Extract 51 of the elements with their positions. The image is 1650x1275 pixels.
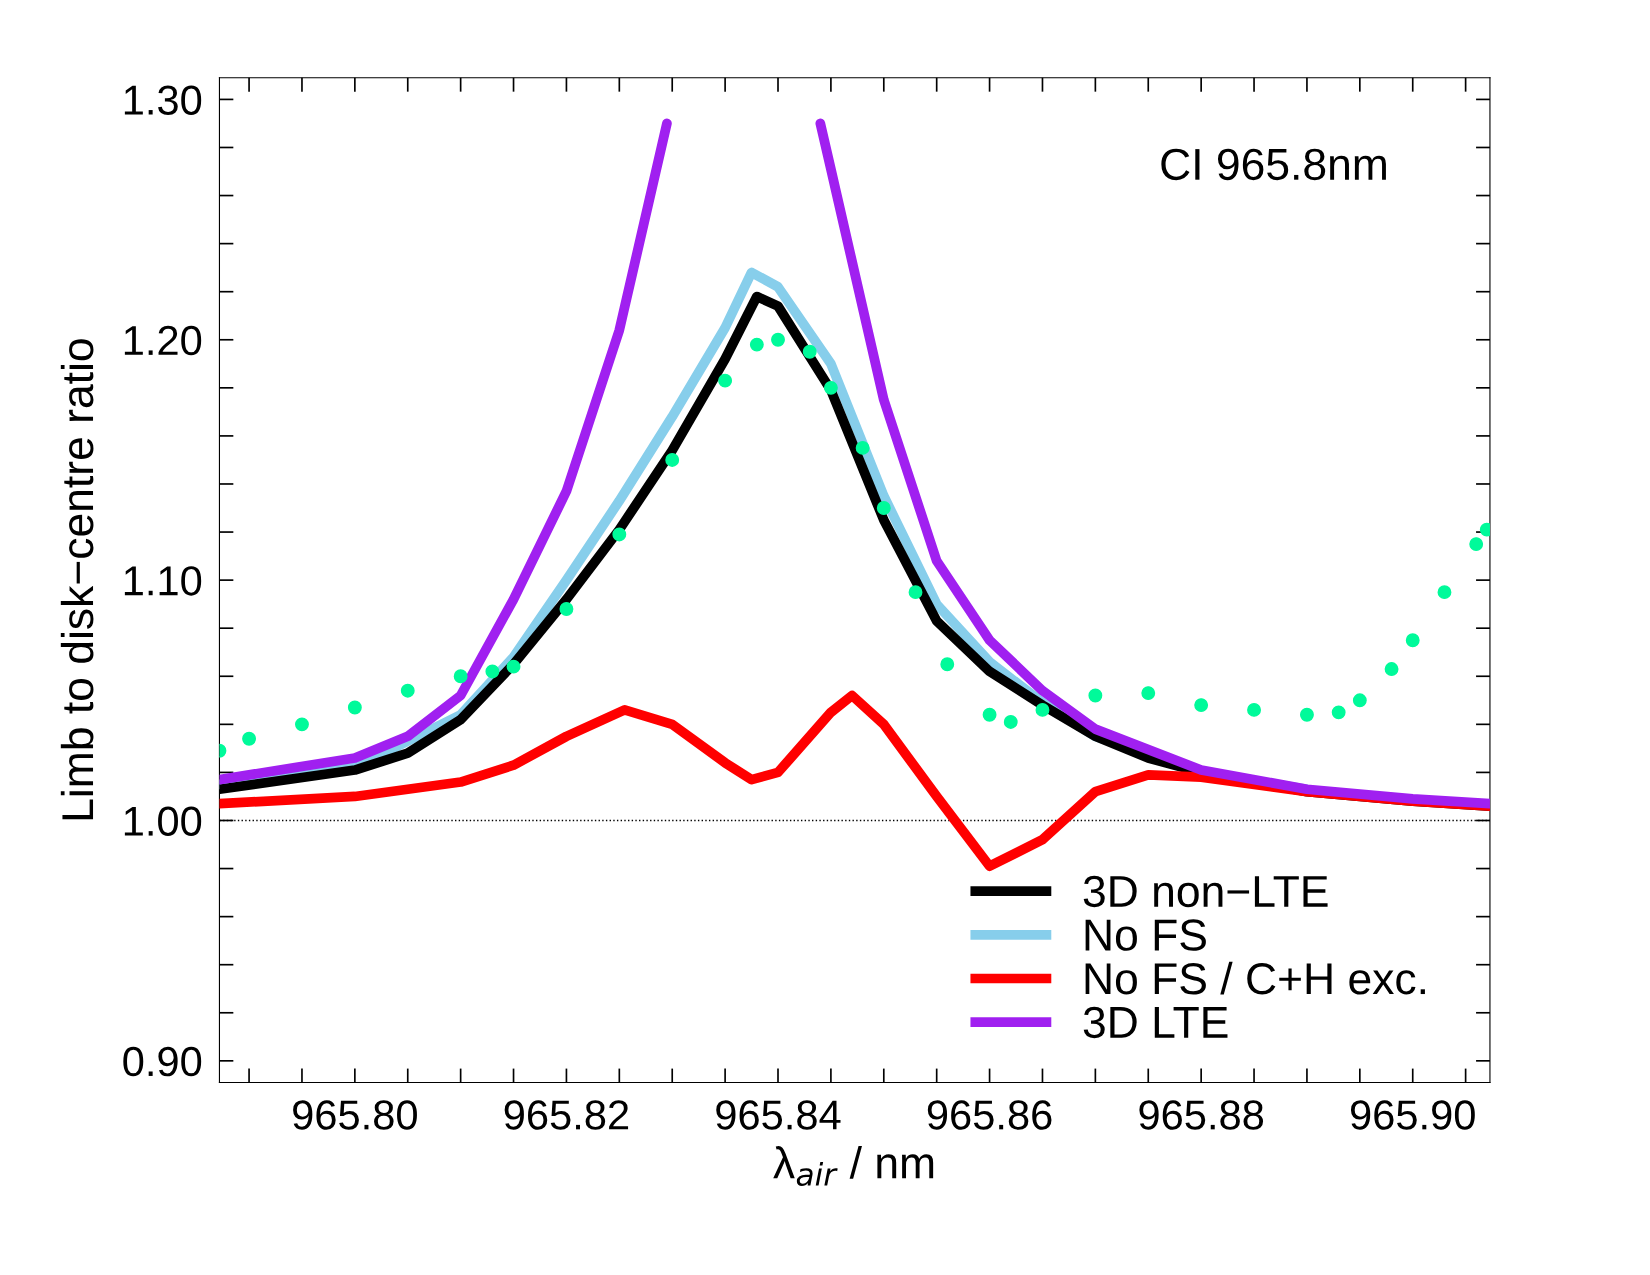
x-axis-title: λ$_{air}$ / nm: [773, 1146, 934, 1187]
x-tick-label: 965.88: [1139, 1100, 1264, 1130]
point: [718, 373, 733, 388]
point: [559, 602, 574, 616]
legend-label: 3D non−LTE: [1083, 875, 1328, 908]
y-tick-label: 0.90: [123, 1046, 202, 1077]
x-tick-label: 965.90: [1350, 1100, 1475, 1130]
annotation: CI 965.8nm: [1161, 148, 1386, 181]
point: [1469, 537, 1484, 552]
point: [1384, 662, 1399, 677]
point: [1331, 705, 1346, 720]
point: [771, 332, 785, 347]
point: [1194, 698, 1209, 713]
point: [506, 659, 521, 674]
y-tick-label: 1.20: [124, 325, 202, 356]
point: [295, 717, 309, 732]
point: [400, 683, 415, 698]
y-tick-label: 1.10: [124, 566, 202, 596]
point: [242, 731, 257, 746]
point: [855, 440, 870, 455]
point: [612, 527, 627, 542]
point: [802, 344, 817, 359]
point: [823, 380, 838, 395]
x-tick-label: 965.82: [504, 1100, 629, 1130]
point: [1141, 686, 1156, 701]
point: [908, 585, 923, 600]
x-tick-label: 965.84: [716, 1100, 841, 1130]
point: [1352, 693, 1367, 708]
point: [1035, 702, 1050, 717]
legend-label: 3D LTE: [1083, 1006, 1228, 1039]
point: [1437, 585, 1452, 600]
point: [749, 337, 764, 352]
point: [1299, 707, 1314, 722]
point: [1003, 714, 1018, 729]
point: [876, 501, 891, 515]
legend-label: No FS / C+H exc.: [1085, 961, 1425, 995]
point: [453, 669, 468, 684]
point: [347, 700, 362, 715]
point: [665, 453, 680, 467]
y-tick-label: 1.30: [124, 85, 202, 115]
point: [485, 664, 500, 679]
x-tick-label: 965.80: [293, 1100, 417, 1130]
y-tick-label: 1.00: [124, 806, 202, 836]
x-tick-label: 965.86: [927, 1100, 1052, 1130]
point: [1405, 633, 1420, 648]
point: [1247, 702, 1261, 717]
point: [1088, 688, 1103, 703]
point: [940, 657, 955, 672]
legend-label: No FS: [1085, 919, 1206, 951]
point: [982, 707, 997, 722]
y-axis-title: Limb to disk−centre ratio: [60, 339, 94, 820]
